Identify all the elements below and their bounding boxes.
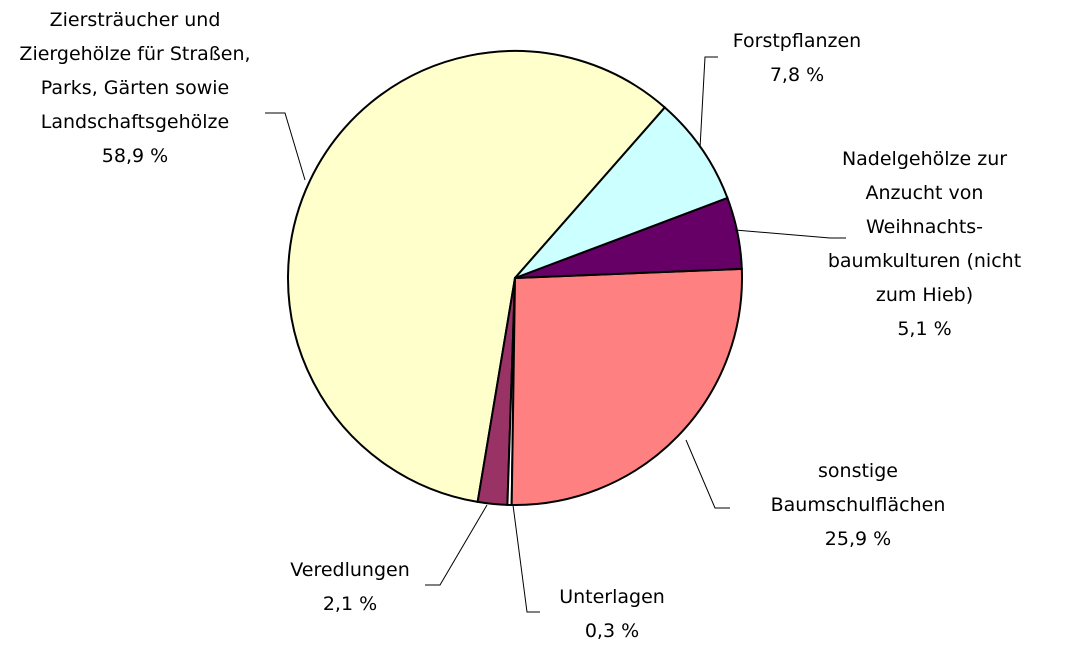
pie-slice [287, 50, 667, 504]
value-label: 7,8 % [769, 64, 825, 86]
pie-slice [514, 106, 729, 279]
category-label: Unterlagen [559, 586, 665, 608]
pie-slice [510, 267, 743, 506]
leader-line [265, 112, 306, 181]
leader-line [685, 439, 730, 509]
value-label: 58,9 % [101, 145, 169, 167]
slice-label: Nadelgehölze zur Anzucht von Weihnachts-… [822, 142, 1027, 346]
category-label: sonstige Baumschulflächen [770, 460, 946, 516]
slice-label: sonstige Baumschulflächen 25,9 % [768, 454, 948, 556]
leader-line [512, 504, 540, 613]
value-label: 0,3 % [584, 620, 640, 642]
slice-label: Unterlagen 0,3 % [532, 580, 692, 648]
category-label: Ziersträucher und Ziergehölze für Straße… [19, 9, 251, 133]
leader-line [699, 56, 718, 149]
value-label: 5,1 % [897, 318, 952, 340]
slice-label: Veredlungen 2,1 % [255, 553, 445, 621]
value-label: 2,1 % [322, 593, 378, 615]
category-label: Veredlungen [290, 559, 410, 581]
slice-label: Forstpflanzen 7,8 % [697, 24, 897, 92]
slice-label: Ziersträucher und Ziergehölze für Straße… [0, 3, 270, 173]
value-label: 25,9 % [824, 528, 892, 550]
category-label: Forstpflanzen [732, 30, 862, 52]
leader-line [734, 229, 846, 239]
category-label: Nadelgehölze zur Anzucht von Weihnachts-… [827, 148, 1022, 306]
leader-line [425, 504, 488, 586]
